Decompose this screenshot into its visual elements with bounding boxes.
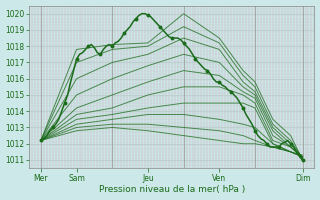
X-axis label: Pression niveau de la mer( hPa ): Pression niveau de la mer( hPa ) [99,185,245,194]
